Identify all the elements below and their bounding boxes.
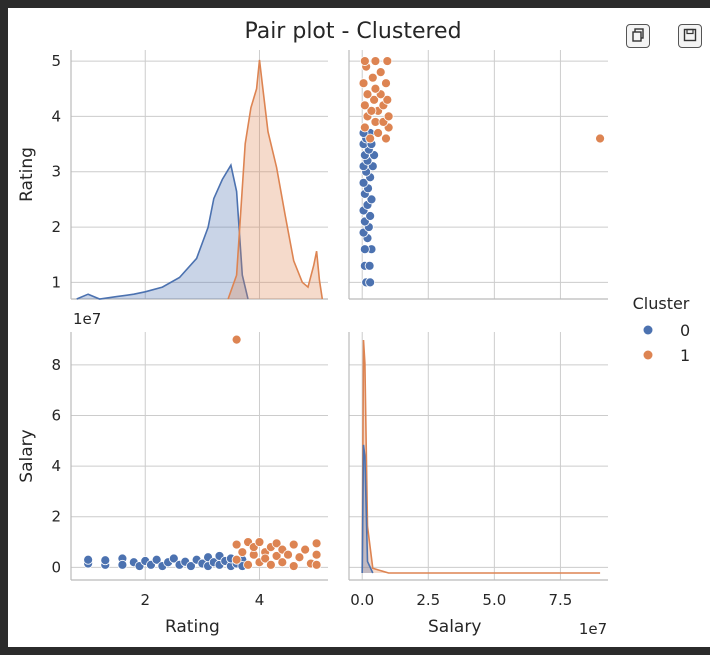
scatter-point-cluster-1 [231, 554, 242, 565]
rating-y-tick-label: 1 [51, 273, 61, 291]
pair-plot-figure: 1 2 3 4 5 0 2 4 6 8 2 4 0.0 2.5 5.0 7.5 1e7 1e7 Rating Sala… [17, 19, 690, 638]
scatter-point-cluster-1 [362, 89, 373, 100]
scatter-point-cluster-1 [383, 111, 394, 122]
chart-title: Pair plot - Clustered [244, 19, 461, 44]
salary-y-tick-label: 4 [51, 457, 61, 475]
scatter-point-cluster-1 [231, 334, 242, 345]
scatter-point-cluster-0 [365, 211, 376, 221]
scatter-point-cluster-1 [254, 537, 265, 547]
scatter-point-cluster-0 [359, 244, 370, 255]
figure-frame: 1 2 3 4 5 0 2 4 6 8 2 4 0.0 2.5 5.0 7.5 1e7 1e7 Rating Sala… [8, 8, 710, 647]
legend-marker-cluster-1 [643, 350, 653, 360]
salary-x-tick-label: 5.0 [482, 591, 506, 609]
scatter-point-cluster-0 [364, 260, 375, 271]
salary-y-offset-label: 1e7 [73, 310, 101, 328]
salary-kde-cluster-0 [361, 444, 374, 574]
scatter-point-cluster-1 [283, 549, 293, 560]
salary-x-tick-label: 7.5 [548, 591, 572, 609]
scatter-point-cluster-1 [366, 105, 377, 116]
scatter-point-cluster-1 [359, 100, 370, 111]
scatter-point-cluster-1 [288, 539, 299, 550]
scatter-point-cluster-1 [358, 78, 369, 89]
scatter-point-cluster-0 [83, 554, 94, 565]
scatter-point-cluster-1 [294, 552, 305, 563]
legend-label-cluster-0: 0 [680, 321, 690, 340]
scatter-point-cluster-1 [381, 133, 391, 144]
scatter-point-cluster-0 [168, 553, 179, 564]
rating-kde-fill-cluster-0 [76, 165, 249, 299]
scatter-point-cluster-1 [231, 539, 242, 550]
x-axis-label-rating: Rating [165, 617, 220, 637]
salary-kde-cluster-1 [361, 339, 601, 574]
scatter-point-cluster-1 [367, 72, 378, 83]
salary-x-offset-label: 1e7 [579, 620, 607, 638]
salary-y-tick-label: 6 [51, 407, 61, 425]
legend-title: Cluster [633, 294, 690, 313]
scatter-point-cluster-1 [243, 559, 253, 570]
rating-y-tick-label: 5 [51, 52, 61, 70]
scatter-point-cluster-0 [117, 559, 128, 570]
scatter-point-cluster-1 [369, 94, 380, 105]
scatter-point-cluster-1 [271, 538, 282, 549]
y-axis-label-salary: Salary [17, 429, 37, 482]
salary-x-tick-label: 2.5 [416, 591, 440, 609]
scatter-point-cluster-0 [151, 554, 162, 565]
scatter-point-cluster-0 [186, 561, 196, 571]
save-icon [683, 27, 697, 46]
x-axis-label-salary: Salary [428, 617, 481, 637]
scatter-point-cluster-1 [277, 557, 288, 568]
save-button[interactable] [678, 24, 702, 48]
legend-label-cluster-1: 1 [680, 346, 690, 365]
scatter-point-cluster-1 [271, 551, 282, 561]
scatter-point-cluster-1 [381, 78, 391, 89]
scatter-point-cluster-1 [311, 549, 322, 560]
salary-y-tick-label: 2 [51, 508, 61, 526]
rating-y-tick-label: 3 [51, 163, 61, 181]
scatter-point-cluster-0 [366, 194, 377, 205]
scatter-point-cluster-1 [595, 133, 605, 144]
rating-x-tick-label: 4 [255, 591, 265, 609]
scatter-point-cluster-1 [382, 56, 393, 66]
scatter-point-cluster-1 [288, 561, 299, 571]
scatter-point-cluster-0 [358, 177, 369, 188]
scatter-point-cluster-1 [311, 559, 322, 570]
scatter-point-cluster-1 [359, 122, 370, 133]
scatter-point-cluster-1 [359, 56, 370, 66]
salary-y-tick-label: 0 [51, 558, 61, 576]
scatter-point-cluster-1 [265, 559, 276, 570]
rating-x-tick-label: 2 [140, 591, 150, 609]
scatter-point-cluster-1 [365, 133, 376, 144]
scatter-point-cluster-1 [382, 94, 393, 105]
salary-x-tick-label: 0.0 [350, 591, 374, 609]
y-axis-label-rating: Rating [17, 147, 37, 202]
copy-button[interactable] [626, 24, 650, 48]
scatter-point-cluster-1 [375, 67, 386, 78]
scatter-point-cluster-1 [260, 553, 271, 564]
scatter-point-cluster-1 [373, 128, 383, 138]
scatter-point-cluster-0 [365, 277, 376, 288]
legend-marker-cluster-0 [643, 325, 653, 335]
rating-y-tick-label: 2 [51, 218, 61, 236]
rating-kde-line-cluster-0 [76, 163, 249, 300]
scatter-point-cluster-1 [300, 544, 311, 555]
copy-icon [631, 27, 645, 46]
scatter-point-cluster-1 [311, 538, 322, 549]
scatter-point-cluster-1 [237, 547, 248, 558]
salary-y-tick-label: 8 [51, 356, 61, 374]
scatter-point-cluster-1 [370, 56, 381, 66]
rating-kde-fill-cluster-1 [228, 60, 323, 299]
scatter-point-cluster-0 [100, 555, 111, 566]
rating-y-tick-label: 4 [51, 107, 61, 125]
rating-kde-line-cluster-1 [227, 59, 324, 300]
scatter-point-cluster-1 [370, 83, 381, 94]
